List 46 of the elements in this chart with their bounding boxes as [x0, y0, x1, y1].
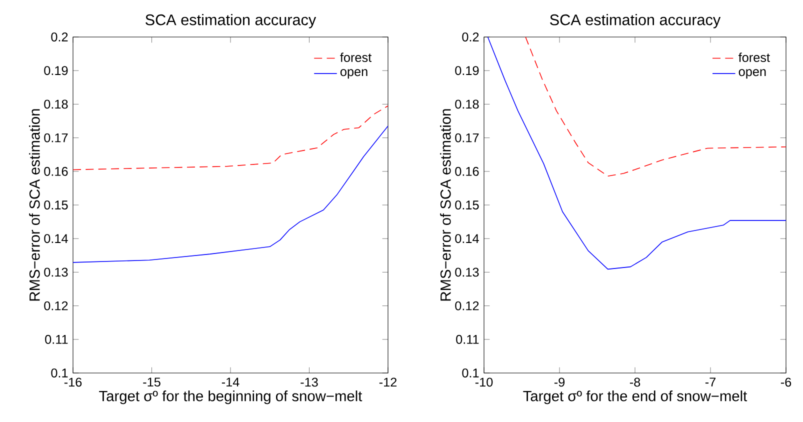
x-tick-label: -7 [705, 378, 716, 386]
legend-label: open [738, 69, 766, 79]
y-tick-label: 0.1 [462, 368, 479, 378]
y-tick-label: 0.11 [456, 334, 479, 344]
x-tick-label: -10 [475, 378, 493, 387]
y-tick-label: 0.19 [455, 66, 479, 76]
line-series [73, 126, 388, 263]
y-tick-label: 0.14 [455, 234, 479, 244]
line-series [73, 105, 388, 170]
y-tick-label: 0.12 [44, 301, 68, 310]
legend-label: open [340, 69, 368, 79]
legend-label: forest [340, 52, 372, 62]
x-tick-label: -9 [554, 378, 565, 387]
chart-title: SCA estimation accuracy [146, 14, 316, 28]
x-axis-title: Target σº for the end of snow−melt [523, 390, 748, 404]
y-tick-label: 0.12 [455, 301, 479, 310]
y-tick-label: 0.15 [44, 200, 68, 210]
y-tick-label: 0.13 [455, 268, 479, 277]
x-tick-label: -6 [780, 378, 792, 387]
x-tick-label: -15 [143, 378, 160, 387]
y-tick-label: 0.15 [455, 200, 479, 210]
y-tick-label: 0.13 [44, 268, 68, 277]
y-tick-label: 0.16 [455, 166, 479, 176]
y-tick-label: 0.17 [44, 133, 68, 142]
x-tick-label: -8 [630, 378, 640, 387]
x-tick-label: -12 [379, 378, 397, 387]
y-tick-label: 0.17 [455, 133, 479, 142]
x-tick-label: -13 [300, 378, 318, 387]
y-tick-label: 0.18 [44, 100, 68, 109]
line-series [525, 36, 786, 177]
y-tick-label: 0.2 [51, 32, 68, 42]
chart-title: SCA estimation accuracy [550, 14, 721, 28]
x-tick-label: -16 [64, 378, 82, 387]
y-tick-label: 0.2 [462, 32, 479, 42]
x-tick-label: -14 [222, 378, 240, 386]
legend-label: forest [738, 52, 770, 62]
y-tick-label: 0.19 [44, 66, 68, 76]
y-tick-label: 0.11 [45, 334, 68, 344]
y-tick-label: 0.1 [51, 368, 68, 378]
line-series [487, 36, 786, 270]
y-tick-label: 0.16 [44, 166, 68, 176]
x-axis-title: Target σº for the beginning of snow−melt [99, 390, 362, 404]
y-tick-label: 0.14 [44, 234, 68, 244]
y-tick-label: 0.18 [455, 100, 479, 109]
y-axis-title: RMS−error of SCA estimation [29, 109, 40, 301]
y-axis-title: RMS−error of SCA estimation [440, 109, 451, 301]
